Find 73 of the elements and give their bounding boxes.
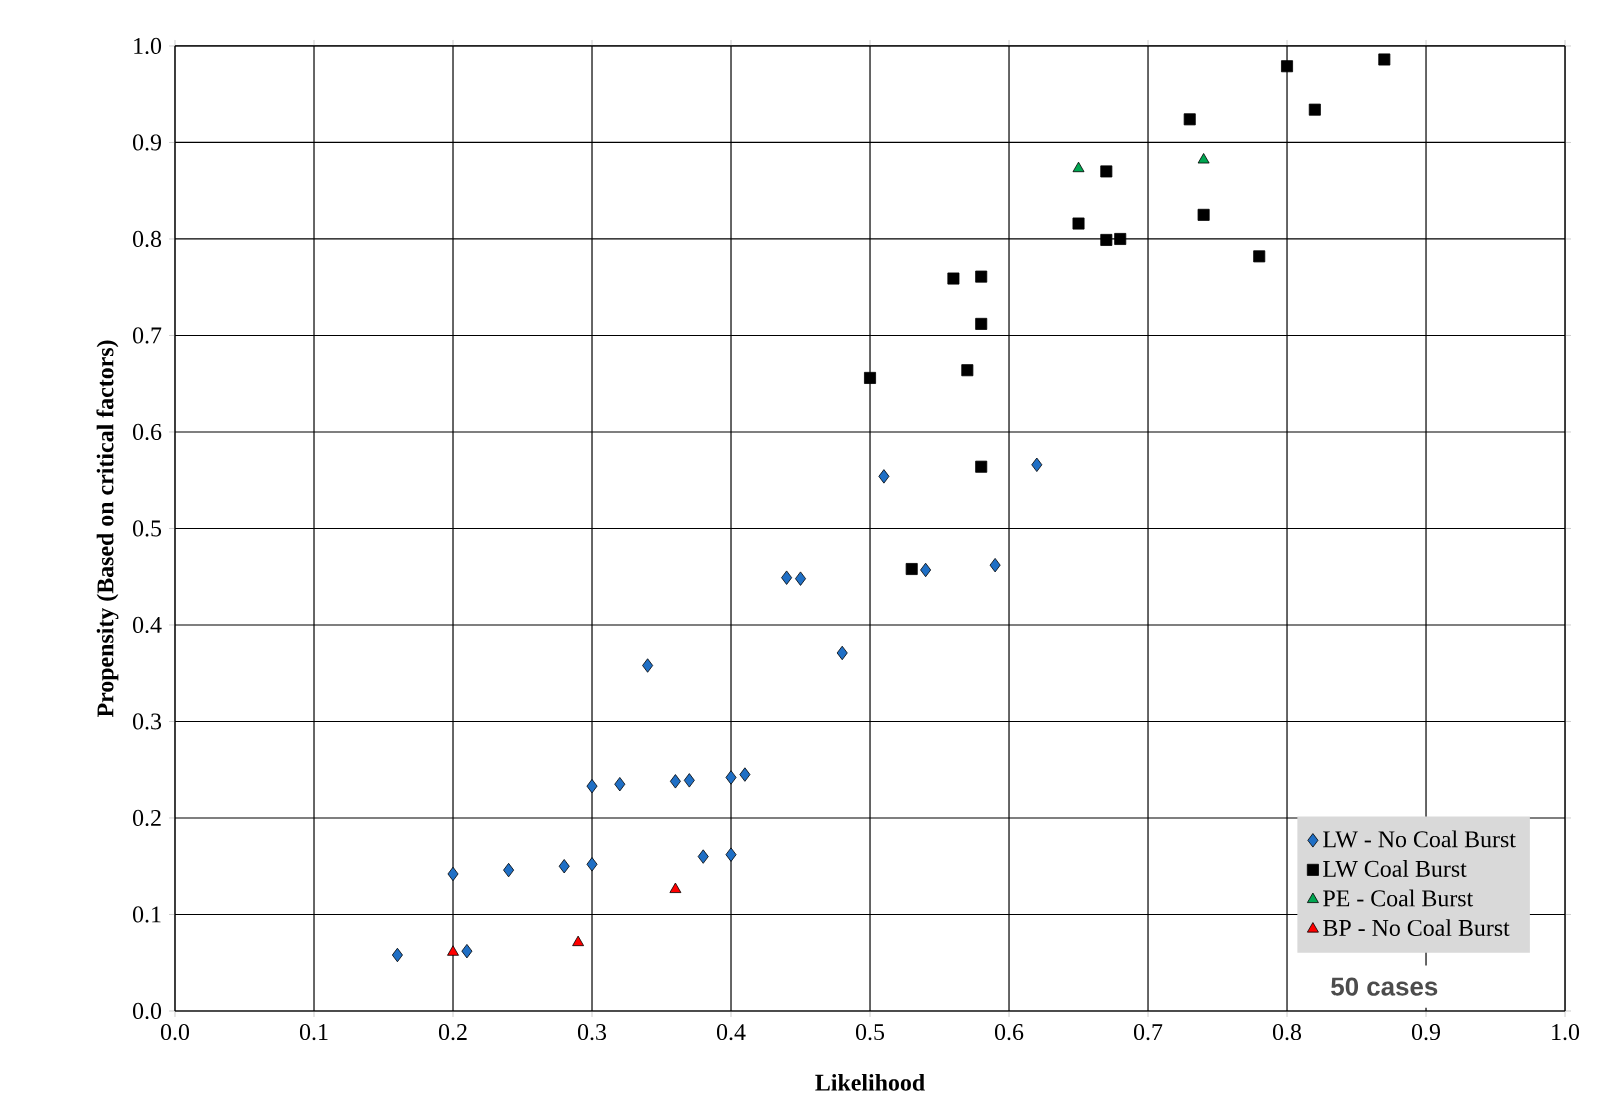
point: [697, 849, 709, 864]
point: [961, 364, 974, 377]
point: [586, 857, 598, 872]
legend-label: LW - No Coal Burst: [1323, 830, 1516, 848]
y-tick-label: 0.1: [133, 906, 161, 923]
point: [1308, 103, 1321, 116]
x-tick-label: 0.4: [716, 1024, 746, 1041]
point: [683, 773, 695, 788]
x-tick-label: 0.8: [1272, 1024, 1302, 1041]
point: [739, 767, 751, 782]
point: [864, 371, 876, 384]
point: [1197, 153, 1210, 164]
point: [1183, 113, 1196, 126]
x-tick-label: 0.3: [577, 1024, 607, 1041]
point: [795, 571, 806, 586]
point: [725, 847, 737, 862]
x-tick-label: 0.2: [438, 1024, 467, 1041]
legend-label: BP - No Coal Burst: [1323, 919, 1510, 936]
point: [669, 882, 682, 893]
y-tick-label: 0.6: [133, 423, 162, 441]
point: [878, 469, 890, 484]
point: [975, 460, 988, 473]
point: [1072, 161, 1085, 173]
point: [1100, 233, 1113, 246]
point: [642, 658, 654, 673]
point: [836, 645, 848, 661]
x-tick-label: 0.1: [299, 1024, 328, 1041]
point: [989, 557, 1001, 573]
y-tick-label: 0.0: [133, 1002, 162, 1020]
y-tick-label: 0.5: [133, 520, 162, 537]
point: [781, 570, 793, 585]
point: [725, 770, 737, 785]
point: [503, 862, 515, 878]
point: [447, 866, 459, 882]
x-tick-label: 0.7: [1133, 1024, 1163, 1041]
y-tick-label: 1.0: [134, 37, 162, 55]
point: [614, 777, 626, 792]
y-tick-label: 0.2: [133, 809, 161, 827]
x-tick-label: 0.5: [855, 1024, 885, 1041]
point: [1253, 250, 1266, 263]
y-tick-label: 0.9: [133, 134, 161, 151]
point: [1072, 217, 1085, 230]
y-tick-label: 0.8: [133, 230, 162, 248]
y-tick-label: 0.4: [133, 616, 162, 634]
point: [572, 935, 585, 947]
x-tick-label: 0.6: [994, 1024, 1024, 1041]
point: [447, 945, 459, 956]
point: [1378, 53, 1391, 66]
x-axis-title: Likelihood: [815, 1073, 925, 1091]
x-tick-label: 0.0: [160, 1024, 190, 1041]
legend-label: PE - Coal Burst: [1323, 889, 1474, 907]
point: [975, 317, 988, 330]
point: [558, 859, 570, 874]
point: [1281, 60, 1293, 73]
point: [586, 778, 598, 794]
y-axis-title: Propensity (Based on critical factors): [96, 340, 119, 718]
point: [1100, 165, 1113, 178]
point: [1031, 457, 1043, 472]
legend-label: LW Coal Burst: [1323, 860, 1467, 878]
point: [1114, 232, 1127, 245]
point: [461, 943, 473, 959]
x-tick-label: 0.9: [1411, 1024, 1440, 1041]
y-tick-label: 0.3: [133, 713, 162, 730]
point: [975, 270, 988, 283]
point: [905, 563, 918, 575]
point: [391, 947, 403, 963]
x-tick-label: 1.0: [1552, 1024, 1580, 1041]
point: [669, 774, 681, 789]
point: [920, 562, 932, 578]
annotation: 50 cases: [1331, 977, 1438, 996]
point: [1197, 208, 1210, 221]
point: [947, 272, 960, 285]
y-tick-label: 0.7: [133, 327, 162, 344]
